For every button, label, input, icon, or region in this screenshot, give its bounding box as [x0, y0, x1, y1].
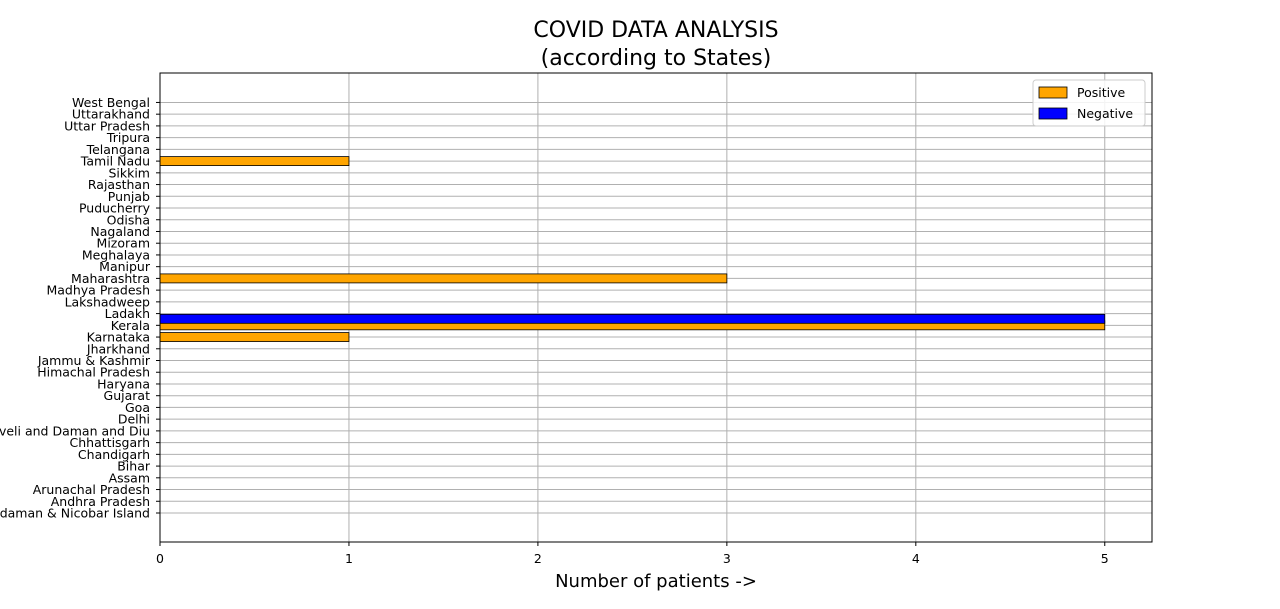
x-tick-label: 1	[345, 551, 353, 566]
legend-swatch-positive	[1038, 86, 1068, 99]
y-tick-label: Maharashtra	[71, 271, 150, 286]
y-tick-label: Puducherry	[79, 201, 151, 216]
grid-layer	[159, 73, 1152, 542]
y-tick-label: Delhi	[118, 412, 150, 427]
y-tick-label: Chhattisgarh	[70, 435, 150, 450]
y-tick-label: Lakshadweep	[65, 294, 150, 309]
y-tick-label: Uttar Pradesh	[64, 118, 150, 133]
legend-label-negative: Negative	[1077, 106, 1133, 121]
y-tick-label: Chandigarh	[78, 447, 150, 462]
x-axis-label: Number of patients ->	[555, 571, 757, 592]
y-tick-label: Manipur	[99, 259, 151, 274]
y-tick-label: Madhya Pradesh	[46, 283, 150, 298]
y-tick-label: Karnataka	[87, 330, 150, 345]
legend-label-positive: Positive	[1077, 85, 1125, 100]
x-tick-labels: 0 1 2 3 4 5	[156, 542, 1109, 566]
y-tick-label: Rajasthan	[88, 177, 150, 192]
y-tick-label: Andaman & Nicobar Island	[0, 506, 150, 521]
x-tick-label: 5	[1101, 551, 1109, 566]
y-tick-label: Nagaland	[90, 224, 150, 239]
y-tick-label: Assam	[109, 470, 150, 485]
y-tick-label: Andhra Pradesh	[51, 494, 150, 509]
bar-positive	[159, 332, 350, 342]
legend-swatch-negative	[1038, 107, 1068, 120]
bar-negative	[159, 313, 1106, 324]
y-tick-label: Telangana	[86, 142, 150, 157]
y-tick-label: Ladakh	[105, 306, 150, 321]
bars-layer	[159, 156, 1106, 342]
y-tick-label: Punjab	[108, 189, 150, 204]
y-tick-label: Kerala	[111, 318, 150, 333]
y-tick-label: West Bengal	[72, 95, 150, 110]
plot-frame	[159, 72, 1153, 543]
chart-title-line1: COVID DATA ANALYSIS	[533, 18, 778, 43]
y-tick-label: Bihar	[117, 459, 151, 474]
x-tick-label: 0	[156, 551, 164, 566]
bar-positive	[159, 273, 728, 284]
y-tick-label: Haryana	[97, 376, 150, 391]
y-tick-label: Arunachal Pradesh	[33, 482, 150, 497]
y-tick-label: Dadra and Nagar Haveli and Daman and Diu	[0, 423, 150, 438]
y-tick-label: Tripura	[106, 130, 150, 145]
legend: Positive Negative	[1032, 79, 1146, 127]
x-tick-label: 2	[534, 551, 542, 566]
y-tick-label: Odisha	[107, 212, 150, 227]
bar-positive	[159, 156, 350, 167]
y-tick-label: Gujarat	[104, 388, 151, 403]
y-tick-label: Goa	[125, 400, 150, 415]
y-tick-label: Sikkim	[108, 165, 150, 180]
x-tick-label: 4	[912, 551, 920, 566]
chart-title-line2: (according to States)	[541, 46, 772, 71]
y-tick-label: Jammu & Kashmir	[37, 353, 151, 368]
x-tick-label: 3	[723, 551, 731, 566]
y-tick-label: Mizoram	[97, 236, 150, 251]
y-tick-label: Himachal Pradesh	[37, 365, 150, 380]
y-tick-label: Jharkhand	[86, 341, 150, 356]
y-tick-label: Tamil Nadu	[80, 154, 150, 169]
y-tick-label: Meghalaya	[82, 247, 150, 262]
y-tick-label: Uttarakhand	[72, 107, 150, 122]
